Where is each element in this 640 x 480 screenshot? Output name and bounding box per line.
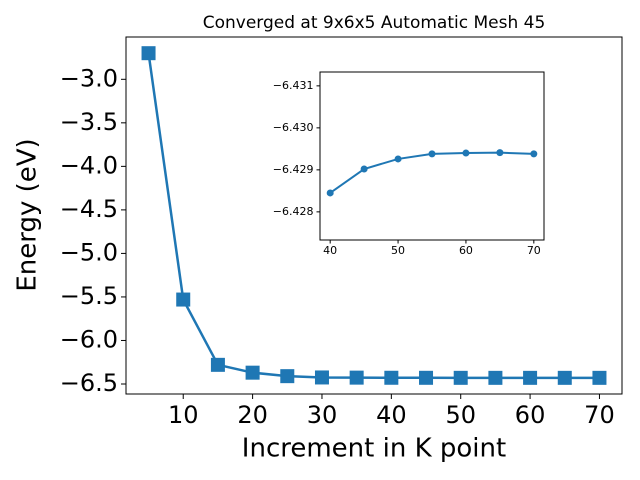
marker — [176, 292, 191, 307]
marker — [523, 370, 538, 385]
y-tick-label: −4.0 — [60, 151, 118, 179]
y-tick-label: −5.5 — [60, 282, 118, 310]
x-axis-label: Increment in K point — [242, 434, 506, 464]
y-tick-label: −4.5 — [60, 195, 118, 223]
marker — [419, 370, 434, 385]
x-tick-label: 50 — [445, 401, 476, 429]
y-tick-label: −5.0 — [60, 238, 118, 266]
marker — [394, 155, 402, 163]
y-tick-label: −3.0 — [60, 64, 118, 92]
marker — [360, 165, 368, 173]
marker — [210, 357, 225, 372]
chart-title: Converged at 9x6x5 Automatic Mesh 45 — [203, 13, 546, 33]
y-tick-label: −6.0 — [60, 325, 118, 353]
y-tick-label: −6.429 — [273, 163, 314, 176]
x-tick-label: 20 — [237, 401, 268, 429]
x-tick-label: 60 — [515, 401, 546, 429]
y-tick-label: −3.5 — [60, 108, 118, 136]
marker — [592, 370, 607, 385]
x-tick-label: 30 — [307, 401, 338, 429]
marker — [453, 370, 468, 385]
marker — [141, 46, 156, 61]
y-tick-label: −6.428 — [273, 205, 314, 218]
marker — [349, 370, 364, 385]
y-tick-label: −6.430 — [273, 121, 314, 134]
marker — [384, 370, 399, 385]
x-tick-label: 70 — [584, 401, 615, 429]
y-tick-label: −6.431 — [273, 79, 314, 92]
x-tick-label: 10 — [168, 401, 199, 429]
x-tick-label: 60 — [459, 244, 473, 257]
marker — [245, 365, 260, 380]
x-tick-label: 50 — [391, 244, 405, 257]
marker — [314, 370, 329, 385]
marker — [557, 370, 572, 385]
y-tick-label: −6.5 — [60, 369, 118, 397]
x-tick-label: 40 — [376, 401, 407, 429]
marker — [530, 150, 538, 158]
marker — [326, 189, 334, 197]
marker — [462, 149, 470, 157]
y-axis-label: Energy (eV) — [13, 138, 43, 291]
marker — [280, 369, 295, 384]
x-tick-label: 70 — [527, 244, 541, 257]
marker — [488, 370, 503, 385]
marker — [496, 149, 504, 157]
marker — [428, 150, 436, 158]
x-tick-label: 40 — [323, 244, 337, 257]
